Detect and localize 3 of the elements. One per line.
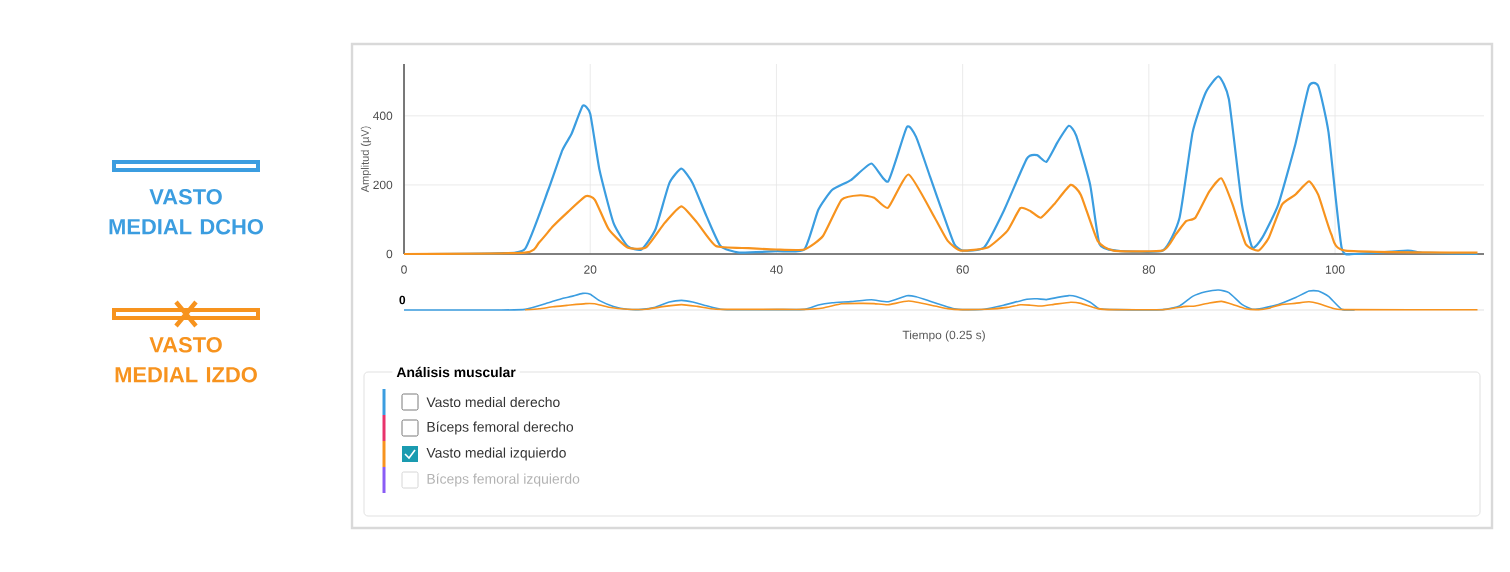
line-series [402,173,1479,256]
legend-label: VASTO MEDIAL IZDO [115,337,257,383]
text: VASTO MEDIAL DCHO [109,189,263,235]
